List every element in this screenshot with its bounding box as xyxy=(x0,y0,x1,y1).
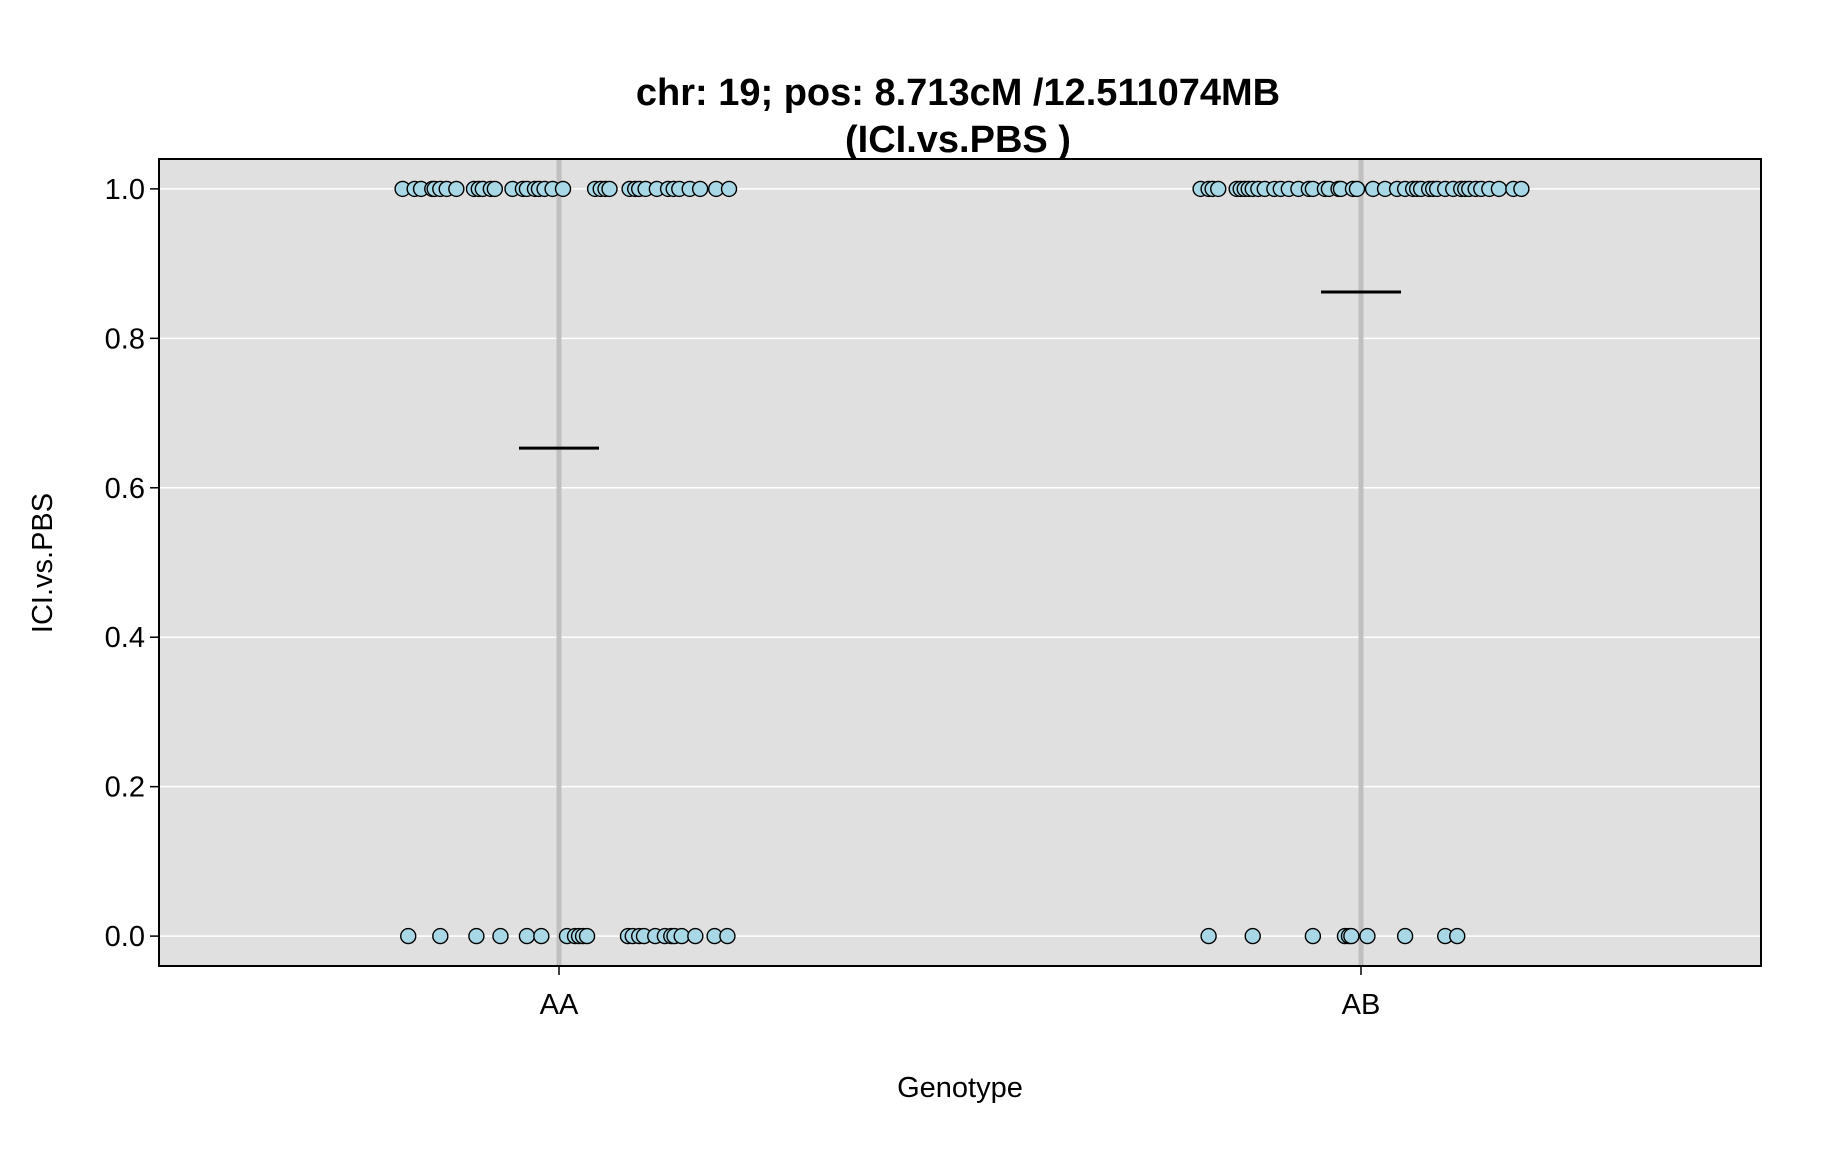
data-point xyxy=(601,180,618,198)
y-axis-label: ICI.vs.PBS xyxy=(27,493,59,633)
data-point xyxy=(432,927,449,945)
y-tick-label: 0.6 xyxy=(105,473,145,505)
plot-panel-border xyxy=(158,158,1762,967)
data-point xyxy=(468,927,485,945)
chart-subtitle: (ICI.vs.PBS ) xyxy=(845,119,1071,161)
x-axis-label: Genotype xyxy=(897,1072,1023,1104)
data-point xyxy=(400,927,417,945)
chart-title: chr: 19; pos: 8.713cM /12.511074MB xyxy=(636,72,1280,114)
plot-panel xyxy=(159,159,1761,966)
data-point xyxy=(518,927,536,945)
data-point xyxy=(1200,927,1217,945)
data-point xyxy=(1359,927,1376,945)
data-point xyxy=(1348,180,1366,198)
y-axis-ticks: 0.0 0.2 0.4 0.6 0.8 1.0 xyxy=(105,174,159,953)
mean-lines xyxy=(519,290,1401,450)
data-point xyxy=(448,180,465,198)
data-point xyxy=(578,927,596,945)
y-tick-label: 0.2 xyxy=(105,772,145,804)
data-point xyxy=(720,180,738,198)
data-point xyxy=(719,927,736,945)
x-tick-label: AB xyxy=(1342,989,1381,1021)
data-point xyxy=(1513,180,1530,198)
data-point xyxy=(1343,927,1360,945)
x-tick-label: AA xyxy=(540,989,579,1021)
y-tick-label: 0.0 xyxy=(105,921,145,953)
data-point xyxy=(1396,927,1414,945)
x-axis-ticks: AA AB xyxy=(540,966,1381,1021)
data-point xyxy=(1244,927,1261,945)
y-tick-label: 0.4 xyxy=(105,622,145,654)
data-point xyxy=(1210,180,1227,198)
data-point xyxy=(691,180,709,198)
data-points xyxy=(394,180,1530,945)
data-point xyxy=(492,927,509,945)
y-tick-label: 0.8 xyxy=(105,323,145,355)
y-tick-label: 1.0 xyxy=(105,174,145,206)
data-point xyxy=(687,927,704,945)
data-point xyxy=(554,180,572,198)
data-point xyxy=(533,927,550,945)
data-point xyxy=(673,927,690,945)
data-point xyxy=(486,180,504,198)
data-point xyxy=(1304,927,1322,945)
data-point xyxy=(1490,180,1508,198)
data-point xyxy=(1449,927,1466,945)
